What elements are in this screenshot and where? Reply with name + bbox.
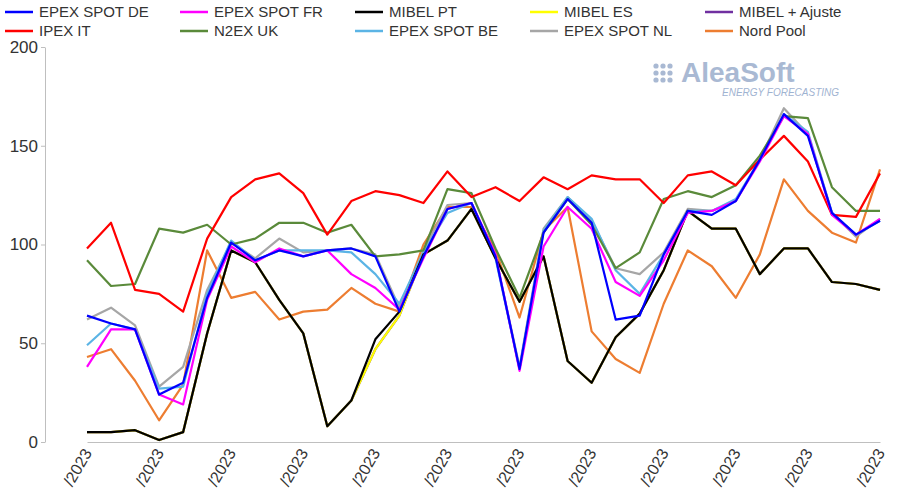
series-line — [87, 209, 880, 440]
legend-swatch — [5, 30, 33, 33]
x-tick-label: /2023 — [565, 446, 600, 489]
logo-dot — [667, 63, 672, 68]
series-line — [87, 114, 880, 394]
x-tick-label: /2023 — [493, 446, 528, 489]
logo-dot — [660, 63, 665, 68]
y-tick: 100 — [10, 235, 45, 254]
series-line — [87, 209, 880, 440]
y-axis: 0 50 100 150 200 — [10, 38, 46, 452]
watermark: AleaSoftENERGY FORECASTING — [653, 57, 839, 98]
legend-swatch — [355, 30, 383, 33]
legend-label: EPEX SPOT BE — [389, 22, 498, 39]
legend-label: EPEX SPOT NL — [564, 22, 672, 39]
y-tick-label: 150 — [10, 137, 38, 156]
x-tick: /2023 — [637, 442, 672, 489]
y-tick-label: 100 — [10, 235, 38, 254]
y-tick-mark — [41, 245, 45, 246]
legend-swatch — [180, 30, 208, 33]
y-tick-mark — [41, 442, 45, 443]
y-axis-line — [45, 48, 46, 443]
y-tick: 50 — [19, 334, 45, 353]
y-tick-mark — [41, 343, 45, 344]
x-tick: /2023 — [132, 442, 167, 489]
legend-item: EPEX SPOT NL — [530, 22, 672, 39]
logo-dot — [653, 77, 658, 82]
plot-area — [87, 108, 880, 440]
legend-label: Nord Pool — [739, 22, 806, 39]
legend-swatch — [180, 11, 208, 14]
legend-swatch — [705, 11, 733, 14]
x-tick-label: /2023 — [204, 446, 239, 489]
legend-item: Nord Pool — [705, 22, 806, 39]
x-tick: /2023 — [493, 442, 528, 489]
legend-swatch — [705, 30, 733, 33]
x-tick: /2023 — [60, 442, 95, 489]
logo-dot — [660, 77, 665, 82]
x-tick-label: /2023 — [60, 446, 95, 489]
x-tick-label: /2023 — [349, 446, 384, 489]
legend-item: EPEX SPOT DE — [5, 3, 149, 20]
series-line — [87, 108, 880, 386]
y-tick-label: 200 — [10, 38, 38, 57]
legend-label: MIBEL + Ajuste — [739, 3, 841, 20]
legend-label: EPEX SPOT DE — [39, 3, 149, 20]
x-tick: /2023 — [349, 442, 384, 489]
x-tick: /2023 — [421, 442, 456, 489]
x-tick-label: /2023 — [637, 446, 672, 489]
legend-item: N2EX UK — [180, 22, 278, 39]
legend-swatch — [530, 11, 558, 14]
chart-container: 0 50 100 150 200/2023/2023/2023/2023/2023/20… — [0, 0, 900, 500]
logo-dot — [653, 63, 658, 68]
logo-subtext: ENERGY FORECASTING — [722, 87, 839, 98]
legend-item: EPEX SPOT BE — [355, 22, 498, 39]
legend-label: MIBEL PT — [389, 3, 457, 20]
y-tick-mark — [41, 146, 45, 147]
y-tick-mark — [41, 47, 45, 48]
legend-item: MIBEL + Ajuste — [705, 3, 841, 20]
logo-dot — [667, 70, 672, 75]
legend: EPEX SPOT DE EPEX SPOT FR MIBEL PT MIBEL ES… — [5, 3, 841, 39]
x-tick: /2023 — [709, 442, 744, 489]
x-tick: /2023 — [853, 442, 888, 489]
x-axis: /2023/2023/2023/2023/2023/2023/2023/2023… — [60, 442, 888, 489]
legend-label: MIBEL ES — [564, 3, 633, 20]
x-tick-label: /2023 — [421, 446, 456, 489]
logo-dot — [653, 70, 658, 75]
x-tick-label: /2023 — [276, 446, 311, 489]
x-tick: /2023 — [204, 442, 239, 489]
x-tick-label: /2023 — [781, 446, 816, 489]
legend-item: MIBEL PT — [355, 3, 457, 20]
legend-label: IPEX IT — [39, 22, 91, 39]
logo-dot — [667, 77, 672, 82]
y-tick: 0 — [29, 433, 45, 452]
legend-swatch — [5, 11, 33, 14]
series-line — [87, 209, 880, 440]
x-tick-label: /2023 — [853, 446, 888, 489]
legend-item: IPEX IT — [5, 22, 91, 39]
x-tick-label: /2023 — [709, 446, 744, 489]
y-tick: 150 — [10, 137, 45, 156]
legend-label: N2EX UK — [214, 22, 278, 39]
legend-label: EPEX SPOT FR — [214, 3, 323, 20]
x-axis-line — [88, 442, 881, 443]
x-tick-label: /2023 — [132, 446, 167, 489]
legend-item: MIBEL ES — [530, 3, 633, 20]
y-tick-label: 0 — [29, 433, 38, 452]
legend-swatch — [355, 11, 383, 14]
series-line — [87, 136, 880, 312]
legend-swatch — [530, 30, 558, 33]
y-tick: 200 — [10, 38, 45, 57]
x-tick: /2023 — [565, 442, 600, 489]
chart-svg: 0 50 100 150 200/2023/2023/2023/2023/2023/20… — [0, 0, 900, 500]
x-tick: /2023 — [781, 442, 816, 489]
logo-dot — [660, 70, 665, 75]
legend-item: EPEX SPOT FR — [180, 3, 323, 20]
x-tick: /2023 — [276, 442, 311, 489]
series-line — [87, 116, 880, 298]
logo-text: AleaSoft — [681, 57, 795, 88]
y-tick-label: 50 — [19, 334, 38, 353]
